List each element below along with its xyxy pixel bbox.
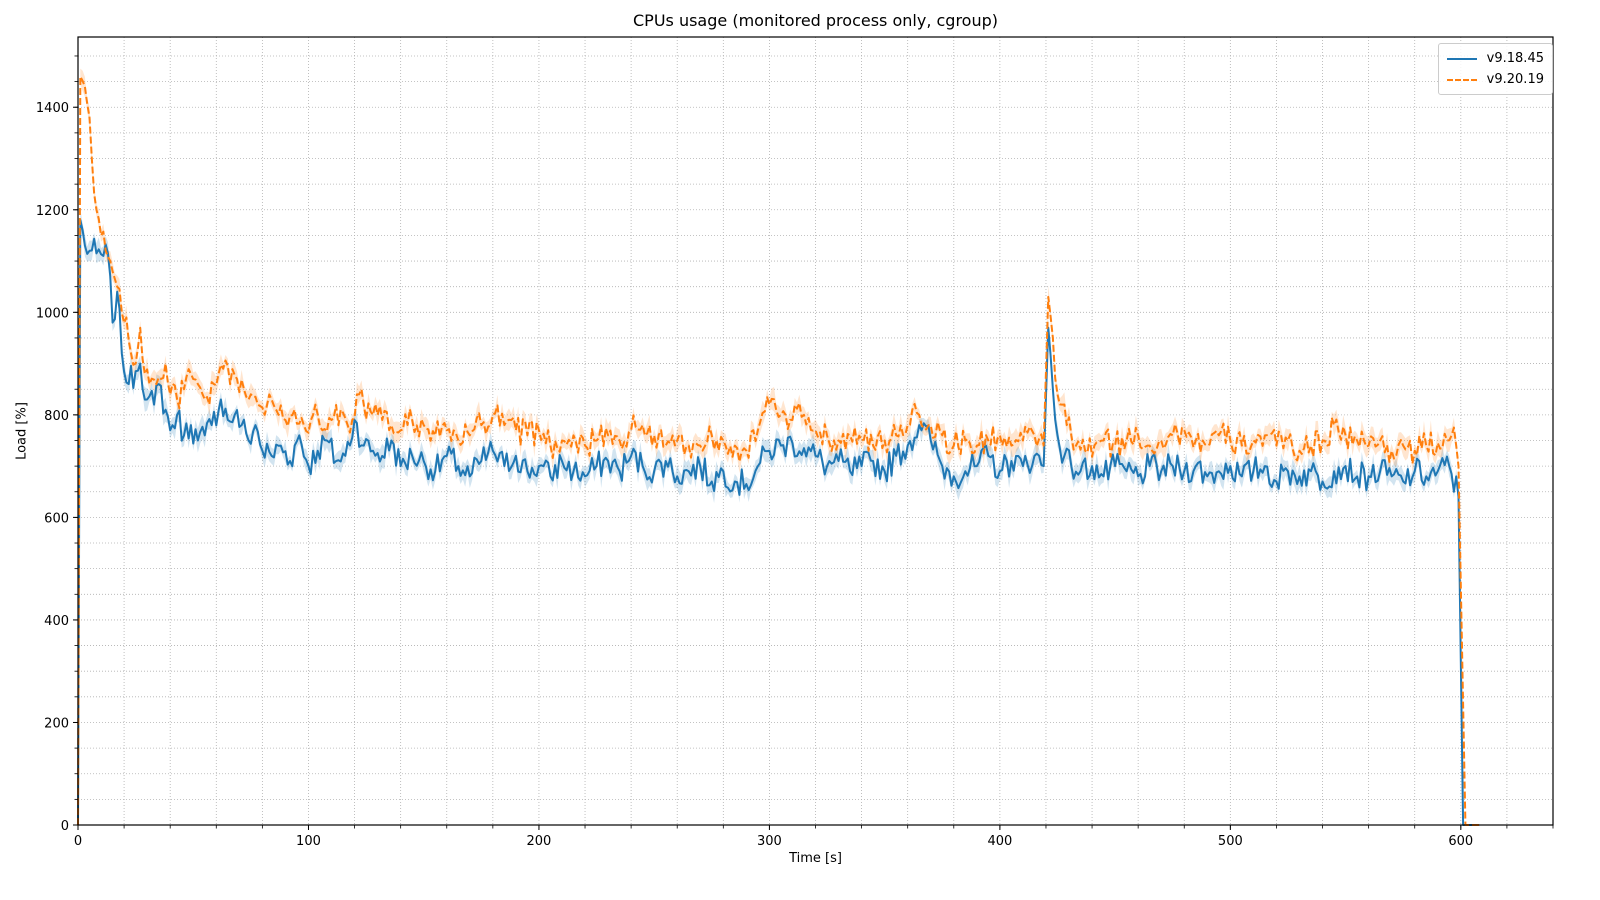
x-tick-label: 600 [1448,834,1473,849]
y-tick-label: 200 [44,716,69,731]
chart-title: CPUs usage (monitored process only, cgro… [633,11,998,30]
y-tick-label: 0 [61,819,69,834]
legend-item-v9-18-45: v9.18.45 [1446,48,1544,69]
axis-ticks: 0 100 200 300 400 500 600 0 200 400 600 800 1000 1200… [36,55,1554,849]
legend: v9.18.45 v9.20.19 [1437,43,1553,95]
y-tick-label: 600 [44,511,69,526]
x-tick-label: 100 [296,834,321,849]
y-tick-label: 400 [44,614,69,629]
y-tick-label: 1400 [36,101,69,116]
y-tick-label: 1200 [36,204,69,219]
y-tick-label: 1000 [36,306,69,321]
x-tick-label: 200 [527,834,552,849]
legend-label: v9.20.19 [1486,72,1544,87]
confidence-bands [78,68,1480,826]
x-tick-label: 400 [987,834,1012,849]
solid-line-swatch-icon [1446,57,1477,60]
x-tick-label: 300 [757,834,782,849]
band-v9.18.45 [78,208,1480,825]
series-line-v9.20.19 [77,75,1480,826]
legend-label: v9.18.45 [1486,51,1544,66]
y-tick-label: 800 [44,409,69,424]
x-tick-label: 500 [1218,834,1243,849]
x-axis-label: Time [s] [789,851,842,866]
series-lines [77,75,1480,826]
x-tick-label: 0 [74,834,82,849]
series-line-v9.18.45 [77,219,1480,826]
dashed-line-swatch-icon [1446,78,1477,81]
legend-item-v9-20-19: v9.20.19 [1446,69,1544,90]
